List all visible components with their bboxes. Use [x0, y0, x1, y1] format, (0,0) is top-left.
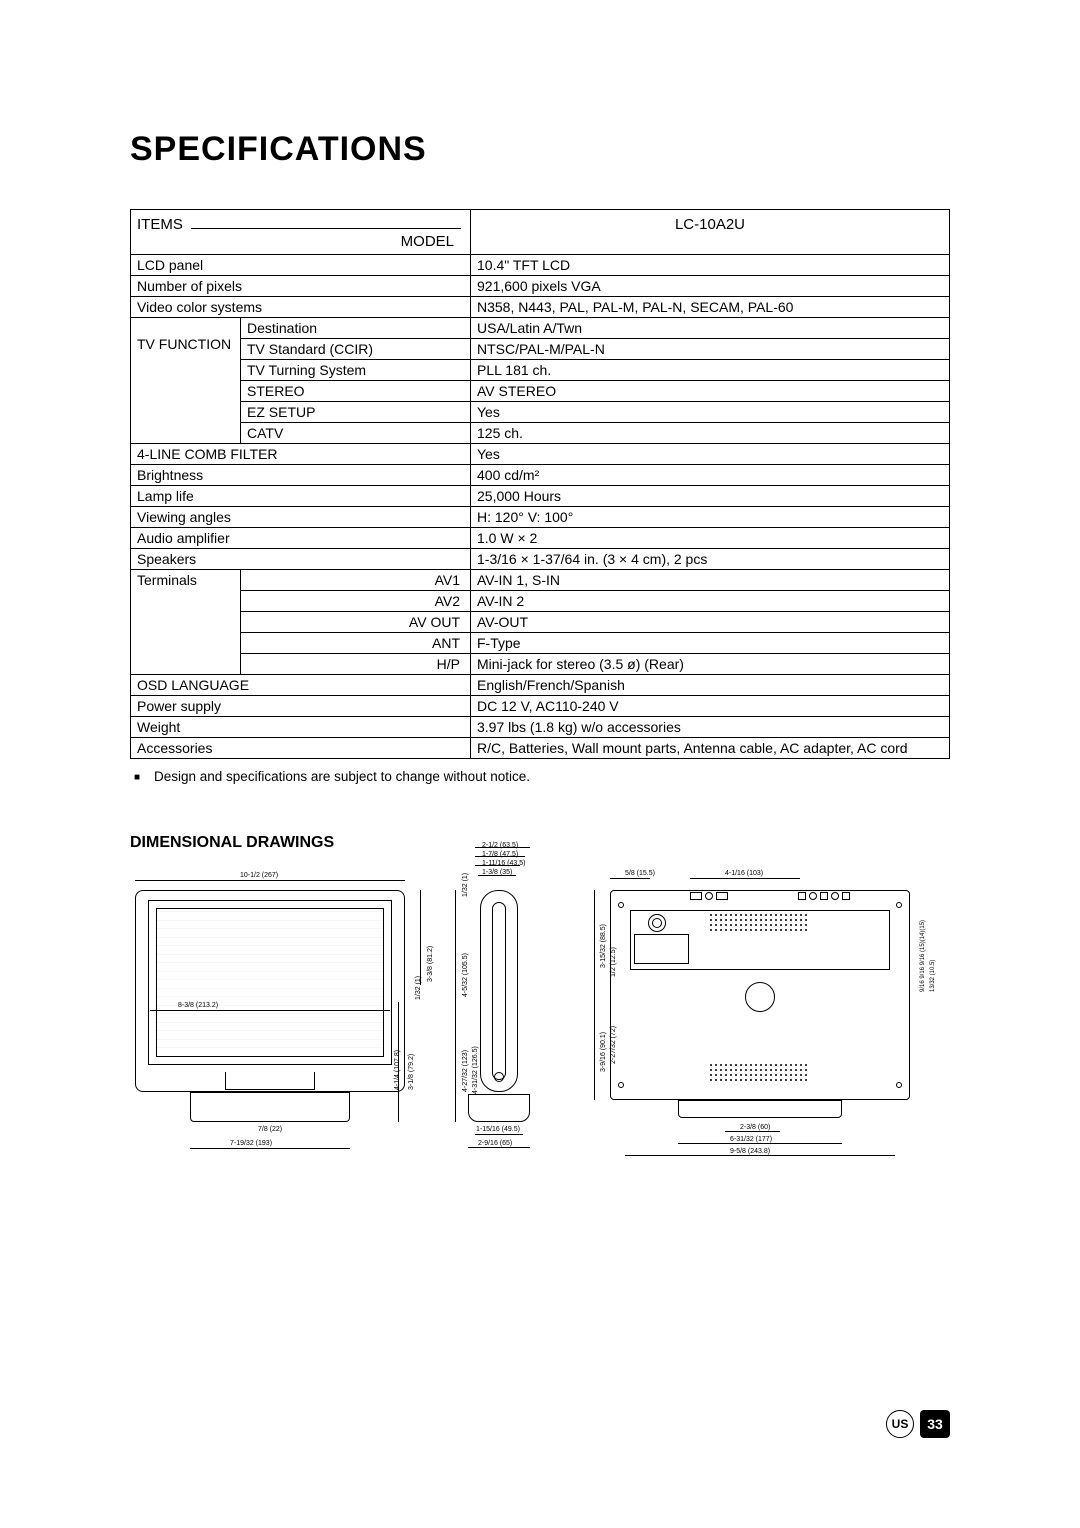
table-row: TV Turning SystemPLL 181 ch. [131, 360, 950, 381]
table-row: Lamp life25,000 Hours [131, 486, 950, 507]
table-row: AV2AV-IN 2 [131, 591, 950, 612]
page-title: SPECIFICATIONS [130, 130, 950, 169]
table-row: Audio amplifier1.0 W × 2 [131, 528, 950, 549]
table-row: TV Standard (CCIR)NTSC/PAL-M/PAL-N [131, 339, 950, 360]
page-footer: US 33 [886, 1410, 950, 1438]
table-row: LCD panel10.4" TFT LCD [131, 255, 950, 276]
design-note: Design and specifications are subject to… [154, 769, 950, 784]
table-row: TV FUNCTIONDestinationUSA/Latin A/Twn [131, 318, 950, 339]
diagonal-line [191, 228, 461, 229]
tv-side-drawing: 2-1/2 (63.5) 1-7/8 (47.5) 1-11/16 (43.5)… [450, 872, 560, 1172]
table-row: Speakers1-3/16 × 1-37/64 in. (3 × 4 cm),… [131, 549, 950, 570]
table-row: 4-LINE COMB FILTERYes [131, 444, 950, 465]
table-row: TerminalsAV1AV-IN 1, S-IN [131, 570, 950, 591]
table-row: Viewing anglesH: 120° V: 100° [131, 507, 950, 528]
dimensional-heading: DIMENSIONAL DRAWINGS [130, 834, 950, 852]
table-row: OSD LANGUAGEEnglish/French/Spanish [131, 675, 950, 696]
spec-table: ITEMS MODEL LC-10A2U LCD panel10.4" TFT … [130, 209, 950, 759]
table-row: CATV125 ch. [131, 423, 950, 444]
speaker-grille [710, 1064, 808, 1082]
table-header-row: ITEMS MODEL LC-10A2U [131, 210, 950, 255]
terminals-group: Terminals [131, 570, 241, 675]
table-row: EZ SETUPYes [131, 402, 950, 423]
tv-function-group: TV FUNCTION [131, 318, 241, 444]
tv-back-drawing: 5/8 (15.5) 4-1/16 (103) [570, 872, 940, 1182]
table-row: Number of pixels921,600 pixels VGA [131, 276, 950, 297]
speaker-grille [710, 914, 808, 932]
dimensional-drawings: 10-1/2 (267) 8-3/8 (213.2) 3-3/8 (81.2) … [130, 872, 950, 1182]
tv-front-drawing: 10-1/2 (267) 8-3/8 (213.2) 3-3/8 (81.2) … [130, 872, 440, 1172]
table-row: Power supplyDC 12 V, AC110-240 V [131, 696, 950, 717]
table-row: Brightness400 cd/m² [131, 465, 950, 486]
table-row: AccessoriesR/C, Batteries, Wall mount pa… [131, 738, 950, 759]
table-row: Video color systemsN358, N443, PAL, PAL-… [131, 297, 950, 318]
table-row: AV OUTAV-OUT [131, 612, 950, 633]
table-row: Weight3.97 lbs (1.8 kg) w/o accessories [131, 717, 950, 738]
table-row: STEREOAV STEREO [131, 381, 950, 402]
page-number: 33 [920, 1410, 950, 1438]
model-header: MODEL [401, 233, 464, 250]
table-row: H/PMini-jack for stereo (3.5 ø) (Rear) [131, 654, 950, 675]
table-row: ANTF-Type [131, 633, 950, 654]
model-value: LC-10A2U [471, 210, 950, 255]
items-header: ITEMS [137, 216, 183, 233]
region-badge: US [886, 1410, 914, 1438]
